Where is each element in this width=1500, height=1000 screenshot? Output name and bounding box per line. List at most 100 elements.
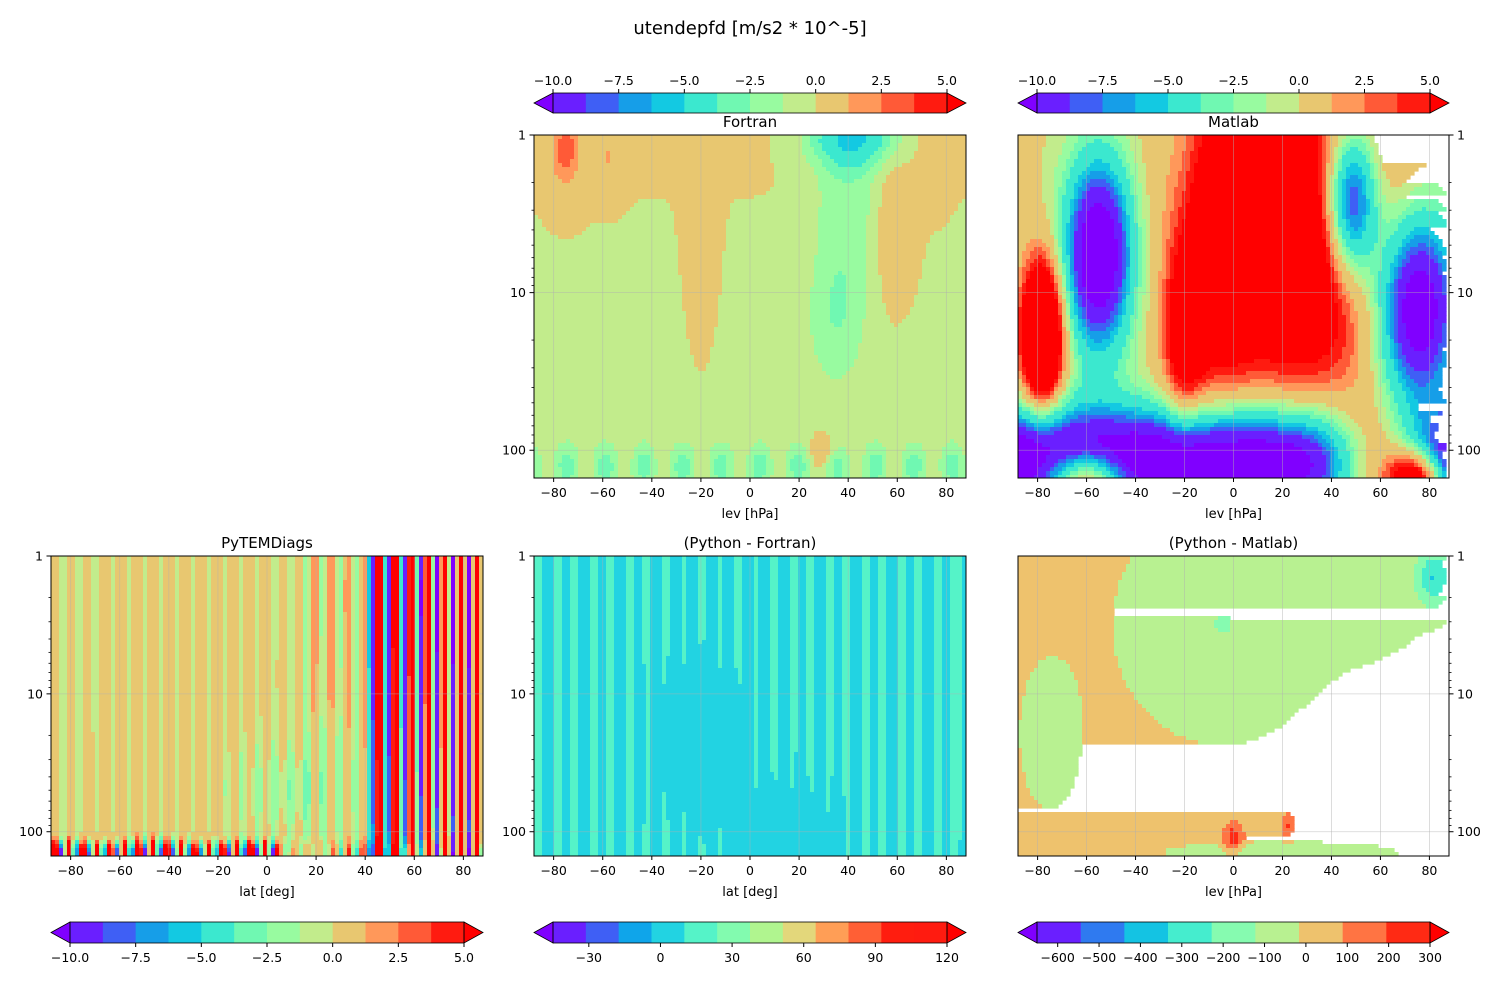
colorbar-tick-label: −10.0 — [1018, 73, 1056, 88]
panel-fortran: Fortran −80 −60 −40 −20 0 20 40 60 80 lev [hPa] 1 10… — [502, 73, 967, 522]
x-tick-label: 80 — [455, 863, 471, 878]
colorbar-swatch — [1299, 93, 1333, 113]
x-tick-label: 20 — [791, 485, 807, 500]
panel-pytemdiags: PyTEMDiags −80 −60 −40 −20 0 20 40 60 80 lat [deg]… — [19, 534, 484, 965]
heatmap-field — [534, 556, 966, 856]
x-axis-label: lat [deg] — [239, 885, 294, 900]
colorbar: −600 −500 −400 −300 −200 −100 0 100 200 300 — [1017, 921, 1450, 965]
panel-title: Matlab — [1208, 113, 1259, 131]
colorbar-swatch — [585, 922, 620, 943]
x-tick-label: 80 — [938, 863, 954, 878]
x-tick-label: −40 — [156, 863, 182, 878]
colorbar-swatch — [651, 93, 685, 113]
colorbar-swatch — [267, 922, 301, 943]
y-tick-label: 100 — [1457, 443, 1481, 458]
x-tick-label: −20 — [688, 863, 714, 878]
x-tick-label: −20 — [205, 863, 231, 878]
colorbar-tick-label: 0.0 — [806, 73, 826, 88]
x-tick-label: −80 — [1024, 863, 1050, 878]
colorbar-tick-label: 90 — [867, 950, 883, 965]
colorbar-tick-label: 0.0 — [323, 950, 343, 965]
colorbar-over-arrow — [1429, 921, 1450, 944]
x-tick-label: 0 — [746, 485, 754, 500]
colorbar-swatch — [618, 922, 652, 943]
y-tick-label: 1 — [518, 128, 526, 143]
colorbar-swatch — [70, 922, 104, 943]
x-tick-label: −20 — [1171, 863, 1197, 878]
colorbar-tick-label: −5.0 — [186, 950, 216, 965]
colorbar-over-arrow — [946, 92, 967, 114]
x-tick-label: −80 — [57, 863, 83, 878]
y-tick-label: 1 — [1457, 128, 1465, 143]
colorbar-tick-label: −300 — [1165, 950, 1199, 965]
x-tick-label: 40 — [1324, 485, 1340, 500]
panel-python-matlab: (Python - Matlab)−80 −60 −40 −20 0 20 40 60 80le… — [1017, 534, 1481, 965]
colorbar-under-arrow — [50, 921, 71, 944]
colorbar-swatch — [684, 93, 718, 113]
heatmap-field — [1018, 556, 1447, 856]
colorbar: −10.0 −7.5 −5.0 −2.5 0.0 2.5 5.0 — [50, 921, 484, 965]
x-tick-label: 60 — [1372, 485, 1388, 500]
x-tick-label: 0 — [1230, 863, 1238, 878]
colorbar-swatch — [1331, 93, 1365, 113]
colorbar-swatch — [815, 93, 849, 113]
x-tick-label: 80 — [938, 485, 954, 500]
x-tick-label: −40 — [1122, 485, 1148, 500]
colorbar-swatch — [201, 922, 235, 943]
colorbar-tick-label: −10.0 — [534, 73, 572, 88]
colorbar-swatch — [234, 922, 268, 943]
colorbar-tick-label: 200 — [1377, 950, 1401, 965]
x-axis-label: lev [hPa] — [1205, 507, 1262, 522]
x-tick-label: −60 — [107, 863, 133, 878]
colorbar-swatch — [299, 922, 334, 943]
y-tick-label: 100 — [1457, 824, 1481, 839]
colorbar-swatch — [1124, 922, 1169, 943]
colorbar-swatch — [1299, 922, 1344, 943]
colorbar-tick-label: −7.5 — [120, 950, 150, 965]
colorbar-swatch — [848, 93, 882, 113]
colorbar-swatch — [1168, 93, 1202, 113]
colorbar-tick-label: 5.0 — [1420, 73, 1440, 88]
x-tick-label: −40 — [639, 863, 665, 878]
colorbar-tick-label: 2.5 — [871, 73, 891, 88]
y-tick-label: 1 — [1457, 549, 1465, 564]
colorbar-swatch — [717, 922, 751, 943]
colorbar-tick-label: −5.0 — [669, 73, 699, 88]
y-tick-label: 10 — [1457, 686, 1473, 701]
colorbar-swatch — [1135, 93, 1169, 113]
colorbar-tick-label: 30 — [724, 950, 740, 965]
colorbar-tick-label: 0 — [1302, 950, 1310, 965]
colorbar-over-arrow — [1429, 92, 1450, 114]
y-tick-label: 100 — [502, 443, 526, 458]
panel-title: PyTEMDiags — [221, 534, 313, 552]
y-tick-label: 10 — [1457, 285, 1473, 300]
y-tick-label: 1 — [518, 549, 526, 564]
colorbar-swatch — [1069, 93, 1103, 113]
x-tick-label: −40 — [1122, 863, 1148, 878]
x-tick-label: 0 — [1230, 485, 1238, 500]
colorbar-tick-label: 60 — [796, 950, 812, 965]
colorbar-swatch — [1266, 93, 1300, 113]
x-tick-label: −80 — [540, 485, 566, 500]
colorbar-tick-label: 0 — [656, 950, 664, 965]
colorbar-swatch — [332, 922, 366, 943]
x-tick-label: 40 — [840, 485, 856, 500]
colorbar-swatch — [750, 922, 784, 943]
colorbar-swatch — [431, 922, 465, 943]
colorbar: −30 0 30 60 90 120 — [533, 921, 967, 965]
colorbar-under-arrow — [1017, 921, 1038, 944]
x-tick-label: 20 — [791, 863, 807, 878]
x-tick-label: 20 — [308, 863, 324, 878]
panel-python-fortran: (Python - Fortran) −80 −60 −40 −20 0 20 40 60 80 l… — [502, 534, 967, 965]
x-tick-label: 40 — [1324, 863, 1340, 878]
x-tick-label: 0 — [746, 863, 754, 878]
colorbar-tick-label: −7.5 — [603, 73, 633, 88]
colorbar-tick-label: −200 — [1206, 950, 1240, 965]
colorbar-swatch — [1168, 922, 1213, 943]
x-tick-label: 60 — [889, 863, 905, 878]
colorbar-over-arrow — [463, 921, 484, 944]
colorbar-tick-label: −500 — [1082, 950, 1116, 965]
colorbar-under-arrow — [533, 921, 554, 944]
x-tick-label: −60 — [1073, 863, 1099, 878]
